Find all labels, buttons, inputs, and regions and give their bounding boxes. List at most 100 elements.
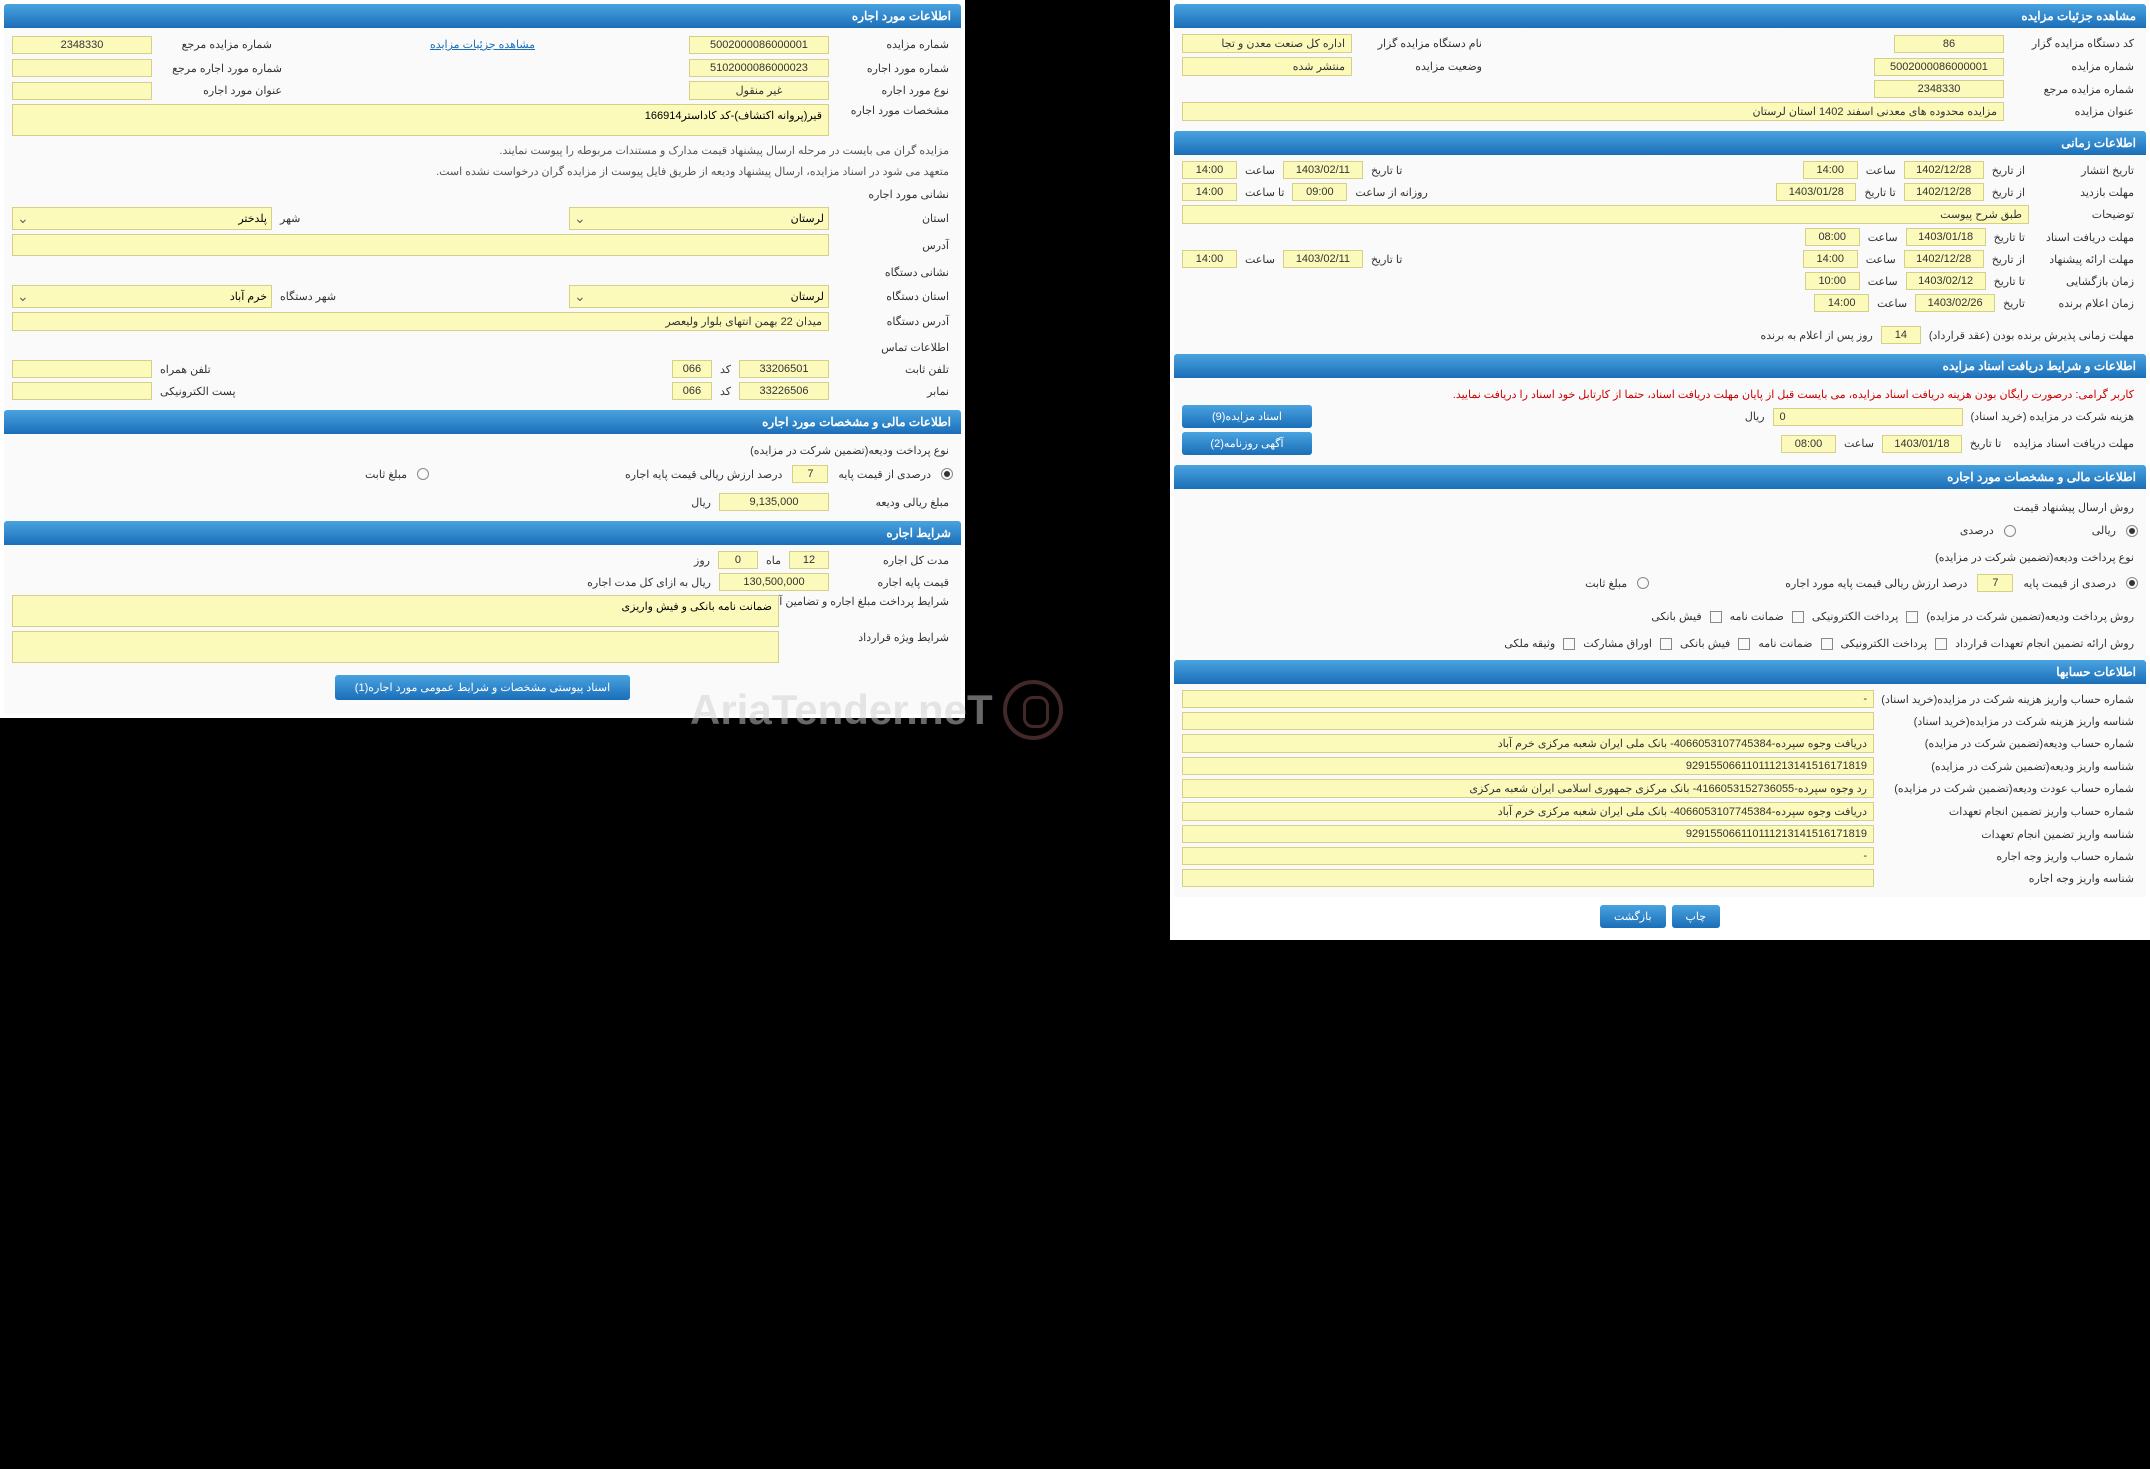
time-lbl-4: ساعت [1862, 253, 1900, 266]
securities-lbl: اوراق مشارکت [1579, 637, 1656, 650]
code-value: 86 [1894, 35, 2004, 53]
deposit-type-label: نوع پرداخت ودیعه(تضمین شرکت در مزایده) [1182, 541, 2138, 570]
l-rent-no-value: 5102000086000023 [689, 59, 829, 77]
fax-label: نمابر [833, 385, 953, 398]
org-value: اداره کل صنعت معدن و تجا [1182, 34, 1352, 53]
pay-elec-lbl: پرداخت الکترونیکی [1808, 610, 1903, 623]
ref-no-label: شماره مزایده مرجع [2008, 83, 2138, 96]
view-details-link[interactable]: مشاهده جزئیات مزایده [426, 34, 539, 55]
acc9-lbl: شناسه واریز وجه اجاره [1878, 872, 2138, 885]
winner-deadline-label: مهلت زمانی پذیرش برنده بودن (عقد قرارداد… [1925, 329, 2138, 342]
l-rent-type-value: غیر منقول [689, 81, 829, 100]
pay-conditions-value: ضمانت نامه بانکی و فیش واریزی [12, 595, 779, 627]
l-radio-percent-base[interactable] [941, 468, 953, 480]
offer-time-1: 14:00 [1803, 250, 1858, 268]
date-lbl-announce: تاریخ [1999, 297, 2029, 310]
btn-print[interactable]: چاپ [1672, 905, 1721, 928]
btn-attachments[interactable]: اسناد پیوستی مشخصات و شرایط عمومی مورد ا… [335, 675, 630, 700]
docs-deadline2-to: 1403/01/18 [1882, 435, 1962, 453]
acc3-lbl: شماره حساب ودیعه(تضمین شرکت در مزایده) [1878, 737, 2138, 750]
from-date-lbl-2: از تاریخ [1988, 186, 2029, 199]
section-rent-conditions-header: شرایط اجاره [4, 521, 961, 545]
acc8-val: - [1182, 847, 1874, 865]
contact-section-label: اطلاعات تماس [12, 335, 953, 360]
org-label: نام دستگاه مزایده گزار [1356, 37, 1486, 50]
base-price-unit: ریال به ازای کل مدت اجاره [583, 576, 715, 589]
org-address-label: آدرس دستگاه [833, 315, 953, 328]
status-value: منتشر شده [1182, 57, 1352, 76]
chk-bank-receipt[interactable] [1710, 611, 1722, 623]
l-fixed-opt: مبلغ ثابت [361, 468, 411, 481]
radio-fixed[interactable] [1637, 577, 1649, 589]
l-ref-no-value: 2348330 [12, 36, 152, 54]
time-lbl-7: ساعت [1873, 297, 1911, 310]
city-select[interactable]: پلدختر [12, 207, 272, 230]
section-financial-spec-header: اطلاعات مالی و مشخصات مورد اجاره [4, 410, 961, 434]
chk-bank-receipt-2[interactable] [1738, 638, 1750, 650]
title-label: عنوان مزایده [2008, 105, 2138, 118]
email-value [12, 382, 152, 400]
chk-guarantee[interactable] [1792, 611, 1804, 623]
base-price-label: قیمت پایه اجاره [833, 576, 953, 589]
city-label: شهر [276, 212, 304, 225]
percent-base-value: 7 [1977, 574, 2013, 592]
province-select[interactable]: لرستان [569, 207, 829, 230]
l-spec-value: قیر(پروانه اکتشاف)-کد کاداستر166914 [12, 104, 829, 136]
acc1-lbl: شماره حساب واریز هزینه شرکت در مزایده(خر… [1878, 693, 2138, 706]
docs-body: کاربر گرامی: درصورت رایگان بودن هزینه در… [1174, 378, 2146, 465]
acc4-lbl: شناسه واریز ودیعه(تضمین شرکت در مزایده) [1878, 760, 2138, 773]
l-deposit-rial-label: مبلغ ریالی ودیعه [833, 496, 953, 509]
property-doc-lbl: وثیقه ملکی [1500, 637, 1559, 650]
bank-receipt-lbl-2: فیش بانکی [1676, 637, 1734, 650]
chk-property-doc[interactable] [1563, 638, 1575, 650]
chk-guarantee-2[interactable] [1821, 638, 1833, 650]
province-value: لرستان [791, 212, 824, 225]
months-value: 12 [789, 551, 829, 569]
rent-item-pane: اطلاعات مورد اجاره شماره مزایده 50020000… [0, 0, 965, 718]
org-province-select[interactable]: لرستان [569, 285, 829, 308]
fee-label: هزینه شرکت در مزایده (خرید اسناد) [1967, 410, 2138, 423]
guarantee-lbl-2: ضمانت نامه [1754, 637, 1816, 650]
visit-daily-to: 14:00 [1182, 183, 1237, 201]
visit-daily-from: 09:00 [1292, 183, 1347, 201]
phone-code: 066 [672, 360, 712, 378]
l-rent-title-label: عنوان مورد اجاره [156, 84, 286, 97]
l-radio-fixed[interactable] [417, 468, 429, 480]
acc4-val: 929155066110111213141516171819 [1182, 757, 1874, 775]
btn-newspaper-ad[interactable]: آگهی روزنامه(2) [1182, 432, 1312, 455]
acc7-val: 929155066110111213141516171819 [1182, 825, 1874, 843]
radio-percent-base[interactable] [2126, 577, 2138, 589]
deposit-method-label: روش پرداخت ودیعه(تضمین شرکت در مزایده) [1922, 610, 2138, 623]
address-value [12, 234, 829, 256]
publish-to-time: 14:00 [1182, 161, 1237, 179]
btn-back[interactable]: بازگشت [1600, 905, 1666, 928]
title-value: مزایده محدوده های معدنی اسفند 1402 استان… [1182, 102, 2004, 121]
l-rent-type-label: نوع مورد اجاره [833, 84, 953, 97]
org-city-value: خرم آباد [230, 290, 267, 303]
from-date-lbl: از تاریخ [1988, 164, 2029, 177]
l-rent-no-label: شماره مورد اجاره [833, 62, 953, 75]
chk-pay-elec-2[interactable] [1935, 638, 1947, 650]
fax-value: 33226506 [739, 382, 829, 400]
l-percent-base-opt: درصدی از قیمت پایه [834, 468, 935, 481]
section-docs-header: اطلاعات و شرایط دریافت اسناد مزایده [1174, 354, 2146, 378]
btn-auction-docs[interactable]: اسناد مزایده(9) [1182, 405, 1312, 428]
l-percent-base-value: 7 [792, 465, 828, 483]
chk-securities[interactable] [1660, 638, 1672, 650]
chk-pay-elec[interactable] [1906, 611, 1918, 623]
acc3-val: دریافت وجوه سپرده-4066053107745384- بانک… [1182, 734, 1874, 753]
to-time-lbl: تا ساعت [1241, 186, 1288, 199]
l-rent-title-value [12, 82, 152, 100]
section-auction-details-header: مشاهده جزئیات مزایده [1174, 4, 2146, 28]
org-city-select[interactable]: خرم آباد [12, 285, 272, 308]
radio-rial[interactable] [2126, 525, 2138, 537]
time-lbl-3: ساعت [1864, 231, 1902, 244]
docs-time: 08:00 [1805, 228, 1860, 246]
section-accounts-header: اطلاعات حسابها [1174, 660, 2146, 684]
visit-from-date: 1402/12/28 [1904, 183, 1984, 201]
org-province-value: لرستان [791, 290, 824, 303]
publish-label: تاریخ انتشار [2033, 164, 2138, 177]
footer-buttons: چاپ بازگشت [1174, 897, 2146, 936]
radio-percent[interactable] [2004, 525, 2016, 537]
auction-details-body: کد دستگاه مزایده گزار 86 نام دستگاه مزای… [1174, 28, 2146, 131]
